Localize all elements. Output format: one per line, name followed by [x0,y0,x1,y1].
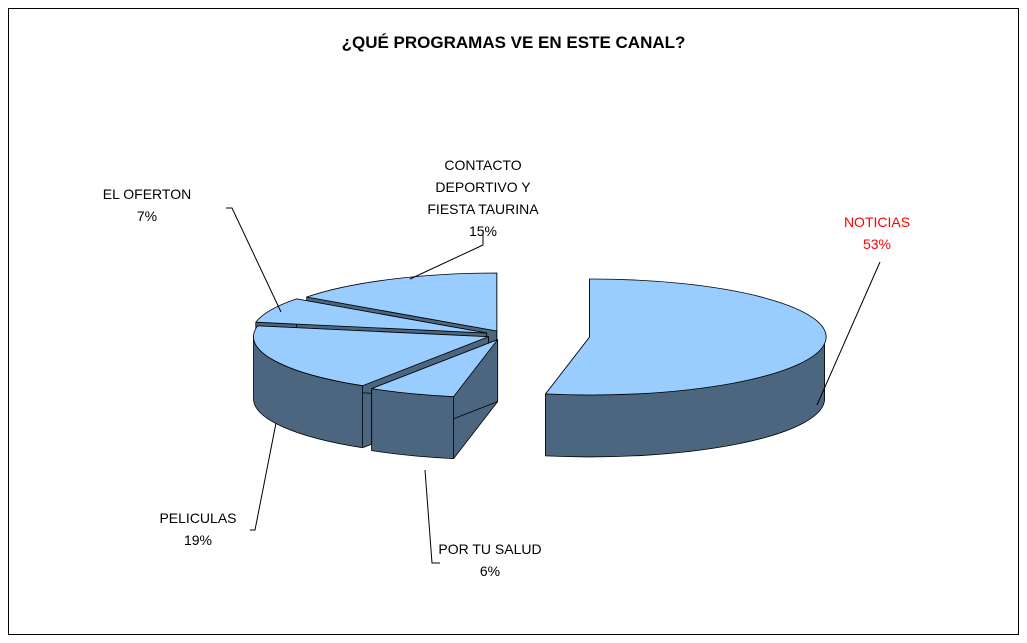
slice [371,339,499,459]
category-label: PELICULAS [159,510,237,526]
data-label: EL OFERTON 7% [47,183,247,227]
data-label: PELICULAS 19% [98,507,298,551]
slice-top [545,278,827,396]
value-label: 19% [183,532,213,548]
value-label: 6% [479,563,501,579]
value-label: 7% [136,208,158,224]
category-label: CONTACTO DEPORTIVO Y FIESTA TAURINA [427,157,539,217]
chart-frame [8,8,1019,635]
slice-outer-side [371,388,454,459]
category-label: POR TU SALUD [438,541,542,557]
slice-top [255,298,488,334]
chart-title: ¿QUÉ PROGRAMAS VE EN ESTE CANAL? [341,33,686,52]
data-label: CONTACTO DEPORTIVO Y FIESTA TAURINA 15% [383,154,583,242]
leader-line [409,230,484,280]
data-label: POR TU SALUD 6% [390,538,590,582]
slice-top [253,325,489,387]
slice-top [306,272,498,332]
value-label: 15% [468,223,498,239]
slice [545,278,827,458]
leader-line [250,422,277,531]
data-label: NOTICIAS 53% [777,211,977,255]
category-label: EL OFERTON [102,186,192,202]
slice-top [371,339,499,397]
leader-line [816,261,881,406]
category-label: NOTICIAS [843,214,911,230]
leader-line [226,207,282,313]
value-label: 53% [862,236,892,252]
leader-line [424,469,440,564]
